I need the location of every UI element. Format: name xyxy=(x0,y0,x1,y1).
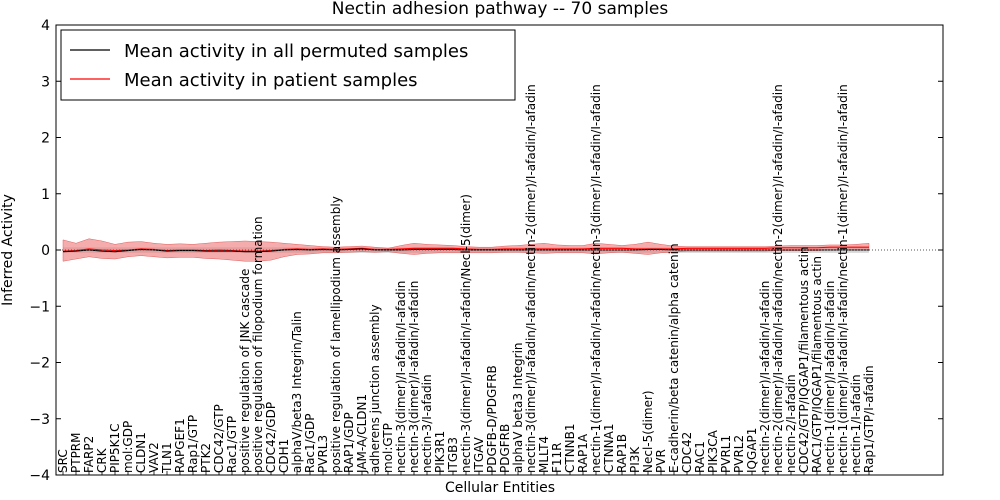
x-tick-label: PTPRM xyxy=(69,433,83,474)
y-tick-label: 0 xyxy=(41,243,50,259)
x-tick-label: CDH1 xyxy=(277,439,291,473)
x-tick-label: CDC42 xyxy=(680,432,694,473)
x-tick-label: nectin-2(dimer)/I-afadin/I-afadin xyxy=(758,281,772,473)
x-tick-label: nectin-2/I-afadin xyxy=(784,374,798,473)
y-tick-label: −4 xyxy=(29,468,50,484)
x-tick-label: Necl-5(dimer) xyxy=(641,390,655,473)
x-tick-label: Rap1/GTP/I-afadin xyxy=(862,365,876,473)
y-tick-label: 2 xyxy=(41,131,50,147)
y-tick-label: 1 xyxy=(41,187,50,203)
x-tick-label: PTK2 xyxy=(199,443,213,473)
x-tick-label: RAP1/GDP xyxy=(342,412,356,473)
x-tick-label: SRC xyxy=(56,449,70,473)
x-tick-label: nectin-3(dimer)/I-afadin/I-afadin xyxy=(407,281,421,473)
y-tick-label: 4 xyxy=(41,18,50,34)
x-tick-label: mol:GDP xyxy=(121,421,135,473)
x-tick-label: Rap1/GTP xyxy=(186,415,200,473)
x-tick-label: positive regulation of lamellipodium ass… xyxy=(329,196,343,473)
x-tick-label: JAM-A/CLDN1 xyxy=(355,394,369,474)
x-tick-label: nectin-3/I-afadin xyxy=(420,374,434,473)
x-tick-label: adherens junction assembly xyxy=(368,304,382,473)
x-tick-label: E-cadherin/beta catenin/alpha catenin xyxy=(667,243,681,473)
x-tick-label: RAC1 xyxy=(693,441,707,473)
x-tick-label: PI3K xyxy=(628,446,642,473)
x-tick-label: nectin-2(dimer)/I-afadin/I-afadin/nectin… xyxy=(771,84,785,473)
x-tick-label: positive regulation of JNK cascade xyxy=(238,269,252,473)
x-tick-label: nectin-3(dimer)/I-afadin/I-afadin/nectin… xyxy=(524,84,538,473)
x-tick-label: mol:GTP xyxy=(381,423,395,473)
x-tick-label: Rac1/GDP xyxy=(303,414,317,473)
x-tick-label: CDC42/GTP xyxy=(212,404,226,473)
x-tick-label: nectin-1/I-afadin xyxy=(849,374,863,473)
x-tick-label: alphaV beta3 Integrin xyxy=(511,342,525,473)
x-tick-label: MLLT4 xyxy=(537,436,551,473)
x-tick-label: RAC1/GTP/IQGAP1/filamentous actin xyxy=(810,256,824,473)
x-tick-label: RAPGEF1 xyxy=(173,418,187,473)
x-tick-label: PVR xyxy=(654,449,668,473)
x-tick-label: nectin-1(dimer)/I-afadin/I-afadin/nectin… xyxy=(589,84,603,473)
x-tick-label: FARP2 xyxy=(82,436,96,473)
x-tick-label: VAV2 xyxy=(147,442,161,473)
x-tick-label: CRK xyxy=(95,447,109,473)
x-tick-label: nectin-1(dimer)/I-afadin/I-afadin/nectin… xyxy=(836,84,850,473)
x-tick-label: nectin-1(dimer)/I-afadin/I-afadin xyxy=(823,281,837,473)
x-tick-label: Rac1/GTP xyxy=(225,416,239,473)
x-tick-label: RAP1B xyxy=(615,434,629,473)
x-tick-label: nectin-3(dimer)/I-afadin/I-afadin/Necl-5… xyxy=(459,194,473,473)
x-tick-label: positive regulation of filopodium format… xyxy=(251,216,265,473)
x-tick-label: PIK3R1 xyxy=(433,431,447,473)
x-tick-label: RAP1A xyxy=(576,433,590,473)
y-tick-label: −3 xyxy=(29,412,50,428)
x-tick-label: nectin-3(dimer)/I-afadin/I-afadin xyxy=(394,281,408,473)
x-tick-label: PIP5K1C xyxy=(108,423,122,473)
y-tick-label: −1 xyxy=(29,299,50,315)
x-tick-label: TLN1 xyxy=(160,442,174,474)
legend-label-patient: Mean activity in patient samples xyxy=(124,70,418,91)
x-tick-label: CTNNB1 xyxy=(563,423,577,473)
x-tick-label: PDGFB-D/PDGFRB xyxy=(485,365,499,473)
x-tick-label: CDC42/GTP/IQGAP1/filamentous actin xyxy=(797,247,811,473)
y-axis: −4 −3 −2 −1 0 1 2 3 4 xyxy=(29,18,943,484)
x-tick-label: PVRL3 xyxy=(316,435,330,473)
x-tick-label: CLDN1 xyxy=(134,432,148,473)
x-axis: SRC PTPRM FARP2 CRK PIP5K1C mol:GDP CLDN1 VAV2 T… xyxy=(56,84,876,475)
chart-title: Nectin adhesion pathway -- 70 samples xyxy=(332,0,669,19)
y-tick-label: −2 xyxy=(29,356,50,372)
x-tick-label: IQGAP1 xyxy=(745,428,759,473)
y-tick-label: 3 xyxy=(41,74,50,90)
legend-box xyxy=(60,29,516,101)
x-tick-label: F11R xyxy=(550,442,564,473)
x-tick-label: PDGFRB xyxy=(498,424,512,473)
x-tick-label: PVRL1 xyxy=(719,435,733,473)
x-tick-label: PVRL2 xyxy=(732,435,746,473)
y-axis-label: Inferred Activity xyxy=(0,194,16,306)
legend: Mean activity in all permuted samples Me… xyxy=(60,29,516,101)
x-tick-label: CDC42/GDP xyxy=(264,402,278,473)
legend-label-permuted: Mean activity in all permuted samples xyxy=(124,41,468,62)
x-tick-label: alphaV/beta3 Integrin/Talin xyxy=(290,311,304,473)
x-tick-label: CTNNA1 xyxy=(602,423,616,473)
x-tick-label: ITGAV xyxy=(472,436,486,473)
x-axis-label: Cellular Entities xyxy=(445,480,555,496)
x-tick-label: PIK3CA xyxy=(706,429,720,473)
x-tick-label: ITGB3 xyxy=(446,437,460,473)
